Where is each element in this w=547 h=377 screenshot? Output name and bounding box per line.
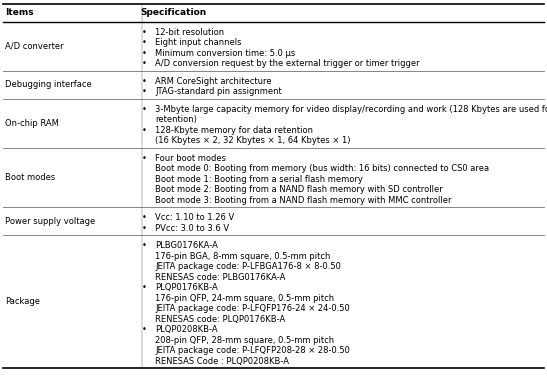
Text: •: • xyxy=(142,49,147,58)
Text: 208-pin QFP, 28-mm square, 0.5-mm pitch: 208-pin QFP, 28-mm square, 0.5-mm pitch xyxy=(155,336,334,345)
Text: •: • xyxy=(142,77,147,86)
Text: Boot mode 3: Booting from a NAND flash memory with MMC controller: Boot mode 3: Booting from a NAND flash m… xyxy=(155,196,452,205)
Text: Package: Package xyxy=(5,297,40,306)
Text: RENESAS Code : PLQP0208KB-A: RENESAS Code : PLQP0208KB-A xyxy=(155,357,289,366)
Text: Minimum conversion time: 5.0 μs: Minimum conversion time: 5.0 μs xyxy=(155,49,295,58)
Text: •: • xyxy=(142,59,147,68)
Text: •: • xyxy=(142,38,147,47)
Text: Eight input channels: Eight input channels xyxy=(155,38,242,47)
Text: A/D converter: A/D converter xyxy=(5,42,64,51)
Text: 128-Kbyte memory for data retention: 128-Kbyte memory for data retention xyxy=(155,126,313,135)
Text: •: • xyxy=(142,224,147,233)
Text: •: • xyxy=(142,241,147,250)
Text: •: • xyxy=(142,28,147,37)
Text: •: • xyxy=(142,126,147,135)
Text: •: • xyxy=(142,325,147,334)
Text: •: • xyxy=(142,104,147,113)
Text: PLQP0208KB-A: PLQP0208KB-A xyxy=(155,325,218,334)
Text: Debugging interface: Debugging interface xyxy=(5,80,92,89)
Text: JEITA package code: P-LFQFP208-28 × 28-0.50: JEITA package code: P-LFQFP208-28 × 28-0… xyxy=(155,346,350,355)
Text: Vcc: 1.10 to 1.26 V: Vcc: 1.10 to 1.26 V xyxy=(155,213,235,222)
Text: Boot mode 1: Booting from a serial flash memory: Boot mode 1: Booting from a serial flash… xyxy=(155,175,363,184)
Text: 12-bit resolution: 12-bit resolution xyxy=(155,28,224,37)
Text: Boot modes: Boot modes xyxy=(5,173,56,182)
Text: PVcc: 3.0 to 3.6 V: PVcc: 3.0 to 3.6 V xyxy=(155,224,230,233)
Text: On-chip RAM: On-chip RAM xyxy=(5,119,59,128)
Text: RENESAS code: PLBG0176KA-A: RENESAS code: PLBG0176KA-A xyxy=(155,273,286,282)
Text: Items: Items xyxy=(5,8,34,17)
Text: 176-pin QFP, 24-mm square, 0.5-mm pitch: 176-pin QFP, 24-mm square, 0.5-mm pitch xyxy=(155,294,334,303)
Text: JEITA package code: P-LFBGA176-8 × 8-0.50: JEITA package code: P-LFBGA176-8 × 8-0.5… xyxy=(155,262,341,271)
Text: (16 Kbytes × 2, 32 Kbytes × 1, 64 Kbytes × 1): (16 Kbytes × 2, 32 Kbytes × 1, 64 Kbytes… xyxy=(155,136,351,145)
Text: A/D conversion request by the external trigger or timer trigger: A/D conversion request by the external t… xyxy=(155,59,420,68)
Text: 3-Mbyte large capacity memory for video display/recording and work (128 Kbytes a: 3-Mbyte large capacity memory for video … xyxy=(155,104,547,113)
Text: PLBG0176KA-A: PLBG0176KA-A xyxy=(155,241,218,250)
Text: ARM CoreSight architecture: ARM CoreSight architecture xyxy=(155,77,272,86)
Text: JEITA package code: P-LFQFP176-24 × 24-0.50: JEITA package code: P-LFQFP176-24 × 24-0… xyxy=(155,304,350,313)
Text: Power supply voltage: Power supply voltage xyxy=(5,217,96,226)
Text: •: • xyxy=(142,87,147,96)
Text: retention): retention) xyxy=(155,115,197,124)
Text: Boot mode 2: Booting from a NAND flash memory with SD controller: Boot mode 2: Booting from a NAND flash m… xyxy=(155,185,443,194)
Text: •: • xyxy=(142,283,147,292)
Text: 176-pin BGA, 8-mm square, 0.5-mm pitch: 176-pin BGA, 8-mm square, 0.5-mm pitch xyxy=(155,251,331,261)
Text: Specification: Specification xyxy=(141,8,207,17)
Text: Boot mode 0: Booting from memory (bus width: 16 bits) connected to CS0 area: Boot mode 0: Booting from memory (bus wi… xyxy=(155,164,490,173)
Text: RENESAS code: PLQP0176KB-A: RENESAS code: PLQP0176KB-A xyxy=(155,314,286,323)
Text: Four boot modes: Four boot modes xyxy=(155,153,226,162)
Text: PLQP0176KB-A: PLQP0176KB-A xyxy=(155,283,218,292)
Text: •: • xyxy=(142,213,147,222)
Text: JTAG-standard pin assignment: JTAG-standard pin assignment xyxy=(155,87,282,96)
Text: •: • xyxy=(142,153,147,162)
